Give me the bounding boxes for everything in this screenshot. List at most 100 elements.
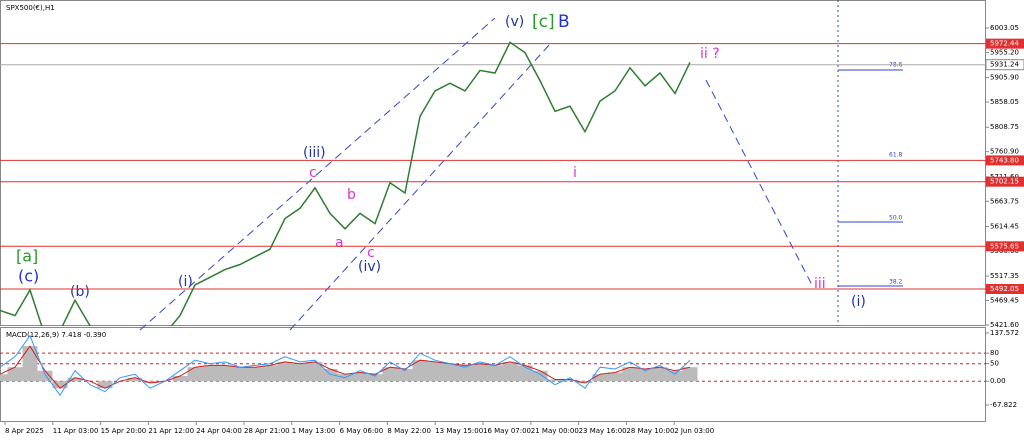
macd-histogram (457, 365, 473, 382)
macd-histogram (517, 365, 533, 382)
macd-histogram (232, 367, 248, 382)
macd-histogram (532, 370, 548, 382)
wave-label: b (347, 187, 356, 203)
x-tick-label: 15 Apr 20:00 (101, 427, 147, 435)
main-frame (0, 0, 986, 326)
macd-histogram (142, 381, 158, 383)
wave-label: [c] (532, 12, 555, 32)
y-tick-label: 5421.60 (990, 321, 1019, 329)
level-tag (986, 241, 1024, 252)
wave-label: a (335, 235, 344, 251)
macd-histogram (277, 361, 293, 382)
level-label: 5575.65 (990, 242, 1019, 250)
wave-label: (v) (505, 14, 524, 30)
price-group (0, 41, 691, 326)
wave-label: iii (814, 276, 826, 292)
macd-tick-label: 0.00 (990, 377, 1006, 385)
level-label: 5492.05 (990, 285, 1019, 293)
price-line (0, 41, 691, 326)
x-tick-label: 21 May 00:00 (531, 427, 579, 435)
macd-histogram (577, 381, 593, 383)
wave-label: B (558, 12, 570, 32)
macd-histogram (397, 368, 413, 382)
macd-main-line (0, 334, 691, 397)
macd-histogram (682, 367, 698, 382)
fib-label: 61.8 (889, 152, 903, 159)
x-tick-label: 24 Apr 04:00 (196, 427, 242, 435)
macd-histogram (127, 377, 143, 382)
level-tag (986, 176, 1024, 187)
macd-histogram (247, 367, 263, 382)
macd-tick-label: 137.572 (990, 329, 1019, 337)
macd-tick-label: -67.822 (990, 401, 1017, 409)
macd-histogram (367, 374, 383, 382)
x-tick-label: 2 Jun 03:00 (674, 427, 714, 435)
current-price-label: 5931.24 (990, 61, 1019, 69)
level-tag (986, 155, 1024, 166)
wave-label: i (573, 165, 577, 181)
chart-title: SPX500(€),H1 (6, 4, 55, 12)
macd-histogram (562, 379, 578, 382)
fib-label: 50.0 (889, 215, 903, 222)
x-tick-label: 11 Apr 03:00 (53, 427, 99, 435)
macd-tick-label: 50 (990, 360, 999, 368)
y-tick-label: 5905.90 (990, 74, 1019, 82)
channel-line (289, 43, 551, 331)
x-tick-label: 28 May 10:00 (626, 427, 674, 435)
wave-label: (iii) (303, 145, 326, 161)
macd-histogram (442, 363, 458, 382)
wave-label: (c) (18, 267, 39, 286)
current-price-tag (985, 59, 1024, 71)
macd-histogram (52, 381, 68, 389)
y-tick-label: 5614.45 (990, 222, 1019, 230)
wave-label: [a] (16, 247, 38, 266)
macd-histogram (0, 374, 8, 382)
x-tick-label: 16 May 07:00 (483, 427, 531, 435)
level-label: 5972.44 (990, 40, 1019, 48)
macd-histogram (202, 365, 218, 382)
x-tick-label: 21 Apr 12:00 (148, 427, 194, 435)
level-label: 5743.80 (990, 156, 1019, 164)
fib-label: 38.2 (889, 279, 903, 286)
macd-histogram (472, 363, 488, 382)
y-tick-label: 6003.05 (990, 24, 1019, 32)
x-tick-label: 23 May 16:00 (579, 427, 627, 435)
macd-histogram (487, 365, 503, 382)
level-label: 5702.15 (990, 178, 1019, 186)
projection-line (705, 79, 813, 286)
x-tick-label: 13 May 15:00 (435, 427, 483, 435)
macd-histogram (22, 346, 38, 382)
y-tick-label: 5808.75 (990, 123, 1019, 131)
y-tick-label: 5469.45 (990, 297, 1019, 305)
y-tick-label: 5760.90 (990, 148, 1019, 156)
macd-histogram (322, 368, 338, 382)
macd-histogram (607, 372, 623, 382)
macd-histogram (97, 381, 113, 389)
wave-label: (i) (178, 274, 193, 290)
macd-histogram (652, 367, 668, 382)
macd-histogram (187, 367, 203, 382)
y-tick-label: 5858.05 (990, 98, 1019, 106)
macd-histogram (637, 368, 653, 382)
macd-histogram (382, 367, 398, 382)
macd-histogram (352, 372, 368, 382)
macd-histogram (622, 367, 638, 382)
macd-histogram (7, 367, 23, 382)
channel-line (139, 17, 496, 331)
macd-histogram (412, 360, 428, 382)
wave-label: (b) (70, 284, 90, 300)
x-tick-label: 6 May 06:00 (340, 427, 384, 435)
x-tick-label: 8 May 22:00 (387, 427, 431, 435)
macd-histogram (547, 379, 563, 382)
level-tag (986, 283, 1024, 294)
x-tick-label: 28 Apr 21:00 (244, 427, 290, 435)
macd-tick-label: 80 (990, 349, 999, 357)
y-tick-label: 5663.75 (990, 197, 1019, 205)
macd-histogram (667, 370, 683, 382)
wave-label: ii ? (700, 46, 720, 62)
x-tick-label: 1 May 13:00 (292, 427, 336, 435)
wave-label: (iv) (358, 259, 381, 275)
macd-histogram (502, 361, 518, 382)
macd-histogram (37, 370, 53, 382)
macd-histogram (172, 375, 188, 382)
